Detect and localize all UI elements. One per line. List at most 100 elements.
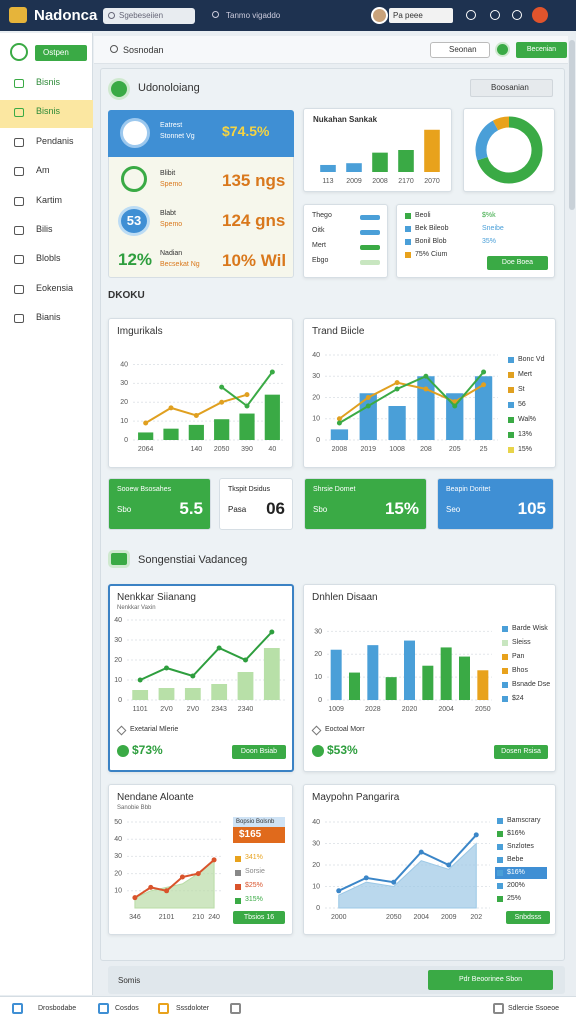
avatar	[371, 7, 388, 24]
toolbar-search[interactable]: Seonan	[430, 42, 490, 58]
legend-label: Bonc Vd	[518, 356, 545, 363]
legend-marker	[497, 870, 503, 876]
legend-bar	[360, 245, 380, 250]
nav-item[interactable]: Pendanis	[36, 135, 74, 146]
legend-marker	[502, 668, 508, 674]
kpi-tile	[108, 478, 211, 530]
legend-marker	[502, 654, 508, 660]
legend-marker	[508, 447, 514, 453]
legend-marker	[497, 818, 503, 824]
summary-label: Blabt	[160, 210, 176, 217]
chart-title: Dnhlen Disaan	[312, 592, 378, 603]
stats-button[interactable]: Doe Boea	[487, 256, 548, 270]
search-box[interactable]: Sgebeseiien	[103, 8, 195, 24]
chart-title: Nukahan Sankak	[313, 115, 378, 124]
summary-badge: 53	[118, 206, 150, 236]
note-label: $25%	[245, 882, 263, 889]
icon[interactable]	[512, 10, 522, 20]
chart-title: Nendane Aloante	[117, 792, 194, 803]
chart-card	[108, 318, 293, 468]
status-item[interactable]: Drosbodabe	[38, 1005, 77, 1012]
nav-icon	[14, 137, 24, 147]
stats-marker	[405, 252, 411, 258]
callout-title: Bopsio Bolsnb	[233, 817, 285, 827]
nav-item[interactable]: Bilis	[36, 224, 53, 234]
status-item[interactable]: Cosdos	[115, 1005, 139, 1012]
tile-label: Sooew Bsosahes	[117, 486, 172, 493]
status-item[interactable]: Sssdoloter	[176, 1005, 210, 1012]
card-button[interactable]: Dosen Rsisa	[494, 745, 548, 759]
status-bar	[0, 996, 576, 1024]
legend-label: Bebe	[507, 856, 524, 863]
sidebar-logo	[10, 43, 28, 61]
legend-bar	[360, 215, 380, 220]
sidebar-button[interactable]: Ostpen	[35, 45, 87, 61]
dropdown[interactable]: Boosanian	[470, 79, 553, 97]
top-bar	[0, 0, 576, 31]
search-hint: Tanmo vigaddo	[226, 11, 281, 20]
tile-label: Beapin Doritet	[446, 486, 491, 493]
legend-label: Bsnade Dse	[512, 681, 551, 688]
tile-sub: Sbo	[313, 505, 328, 514]
scrollbar	[569, 40, 575, 210]
footer-label: Somis	[118, 976, 141, 985]
status-item[interactable]: Sdlercie Ssoeoe	[508, 1005, 559, 1012]
status-icon	[158, 1003, 169, 1014]
nav-icon	[14, 314, 24, 324]
section-title: Udonoloiang	[138, 82, 200, 94]
section-title: Songenstiai Vadanceg	[138, 554, 248, 566]
legend-marker	[508, 387, 514, 393]
card-button[interactable]: Doon Bsiab	[232, 745, 286, 759]
summary-icon	[120, 118, 150, 148]
user-box[interactable]: Pa peee	[389, 8, 453, 23]
icon[interactable]	[466, 10, 476, 20]
legend-label: Sleiss	[512, 639, 531, 646]
legend-bar	[360, 230, 380, 235]
nav-item[interactable]: Bianis	[36, 312, 61, 323]
stats-value: 35%	[482, 238, 497, 245]
summary-value: 135 ngs	[222, 171, 286, 190]
summary-badge: 12%	[118, 250, 153, 269]
legend-label: 25%	[507, 895, 522, 902]
tile-value: 06	[266, 499, 285, 518]
nav-item[interactable]: Bisnis	[36, 77, 61, 87]
legend-marker	[497, 844, 503, 850]
legend-label: $16%	[507, 869, 525, 876]
legend-marker	[502, 640, 508, 646]
stats-marker	[405, 226, 411, 232]
footer-value: $53%	[327, 743, 358, 757]
card-button[interactable]: Tbsios 16	[233, 911, 285, 924]
toolbar-icon	[110, 45, 118, 53]
legend-label: Wal%	[518, 416, 537, 423]
note-label: Sorsie	[245, 868, 265, 875]
legend-bar	[360, 260, 380, 265]
tile-sub: Sbo	[117, 505, 132, 514]
legend-label: Snzlotes	[507, 843, 534, 850]
nav-item[interactable]: Bisnis	[36, 106, 61, 117]
legend-label: Thego	[312, 212, 332, 219]
nav-item[interactable]: Kartim	[36, 194, 63, 205]
kpi-tile	[304, 478, 427, 530]
chart-title: Nenkkar Siianang	[117, 592, 196, 603]
legend-marker	[502, 696, 508, 702]
stats-label: Bek Bileob	[415, 225, 449, 232]
stats-label: 75% Cium	[415, 251, 448, 258]
card-button[interactable]: Snbdsss	[506, 911, 550, 924]
tile-label: Shrsie Domet	[313, 486, 356, 493]
summary-value: 10% Wil	[222, 251, 287, 270]
legend-marker	[502, 682, 508, 688]
callout-value: $165	[233, 827, 285, 843]
icon[interactable]	[490, 10, 500, 20]
donut-card	[463, 108, 555, 192]
legend-marker	[508, 417, 514, 423]
nav-item[interactable]: Am	[36, 165, 50, 176]
nav-item[interactable]: Blobls	[36, 253, 61, 264]
kpi-tile	[219, 478, 293, 530]
legend-marker	[502, 626, 508, 632]
nav-item[interactable]: Eokensia	[36, 282, 74, 293]
legend-label: Mert	[312, 242, 326, 249]
toolbar-button[interactable]: Becenian	[516, 42, 567, 58]
footer-button[interactable]: Pdr Beoorinee Sbon	[428, 970, 553, 990]
summary-value: $74.5%	[222, 123, 270, 139]
stats-label: Beoli	[415, 212, 431, 219]
